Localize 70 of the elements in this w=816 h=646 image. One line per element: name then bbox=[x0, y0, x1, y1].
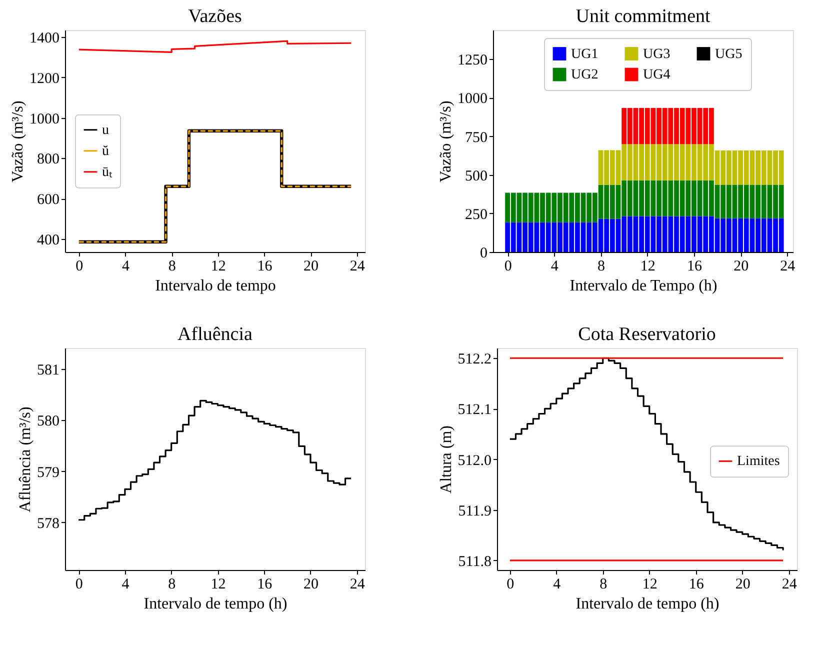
y-tick-label: 511.9 bbox=[458, 503, 492, 520]
x-tick-label: 0 bbox=[76, 258, 84, 274]
legend-label: Limites bbox=[737, 454, 780, 470]
chart-title: Cota Reservatorio bbox=[578, 324, 716, 345]
y-tick-label: 512.1 bbox=[458, 402, 492, 418]
x-axis-title: Intervalo de Tempo (h) bbox=[570, 278, 718, 294]
y-tick-label: 512.0 bbox=[458, 452, 492, 469]
y-tick-label: 580 bbox=[37, 414, 60, 430]
x-tick-label: 8 bbox=[598, 258, 606, 274]
y-tick-label: 579 bbox=[37, 464, 60, 481]
legend-label: UG3 bbox=[643, 46, 670, 62]
legend-label: UG5 bbox=[715, 46, 742, 62]
x-tick-label: 20 bbox=[304, 258, 319, 274]
x-axis-title: Intervalo de tempo bbox=[155, 278, 276, 294]
y-tick-label: 800 bbox=[37, 152, 60, 168]
y-tick-label: 400 bbox=[37, 232, 60, 248]
y-axis-title: Altura (m) bbox=[438, 426, 455, 494]
legend-label: UG4 bbox=[643, 68, 670, 82]
x-tick-label: 20 bbox=[735, 576, 750, 592]
x-tick-label: 12 bbox=[210, 258, 226, 274]
x-tick-label: 8 bbox=[168, 258, 176, 274]
chart-title: Unit commitment bbox=[576, 6, 711, 27]
chart-title: Vazões bbox=[188, 6, 242, 27]
x-tick-label: 24 bbox=[350, 258, 366, 274]
x-tick-label: 24 bbox=[782, 576, 798, 592]
y-tick-label: 581 bbox=[37, 362, 60, 378]
x-tick-label: 0 bbox=[506, 576, 514, 592]
x-tick-label: 0 bbox=[504, 258, 512, 274]
x-tick-label: 4 bbox=[122, 576, 130, 592]
x-axis-title: Intervalo de tempo (h) bbox=[144, 596, 288, 612]
x-tick-label: 12 bbox=[640, 258, 656, 274]
x-tick-label: 24 bbox=[350, 576, 366, 592]
x-tick-label: 8 bbox=[168, 576, 176, 592]
y-tick-label: 1400 bbox=[30, 30, 60, 47]
x-tick-label: 16 bbox=[686, 258, 702, 274]
x-tick-label: 16 bbox=[257, 576, 273, 592]
legend-label: ŭ bbox=[102, 144, 109, 159]
x-tick-label: 20 bbox=[303, 576, 318, 592]
x-tick-label: 8 bbox=[600, 576, 608, 592]
y-tick-label: 1250 bbox=[458, 52, 488, 69]
y-tick-label: 511.8 bbox=[458, 554, 492, 570]
chart-title: Afluência bbox=[178, 324, 254, 345]
y-tick-label: 578 bbox=[37, 516, 60, 532]
legend-label: ūₜ bbox=[102, 164, 113, 180]
x-tick-label: 4 bbox=[122, 258, 130, 274]
x-tick-label: 4 bbox=[553, 576, 562, 592]
y-tick-label: 1000 bbox=[458, 91, 488, 108]
legend-label: UG2 bbox=[571, 68, 598, 82]
y-tick-label: 512.2 bbox=[458, 352, 492, 368]
x-tick-label: 20 bbox=[734, 258, 749, 274]
x-tick-label: 24 bbox=[780, 258, 796, 274]
x-tick-label: 16 bbox=[688, 576, 704, 592]
y-tick-label: 0 bbox=[480, 246, 488, 262]
x-tick-label: 4 bbox=[550, 258, 559, 274]
y-axis-title: Vazão (m³/s) bbox=[438, 100, 454, 182]
y-tick-label: 600 bbox=[37, 192, 60, 208]
y-tick-label: 750 bbox=[465, 130, 488, 146]
y-tick-label: 1000 bbox=[30, 111, 60, 128]
y-tick-label: 250 bbox=[465, 206, 488, 223]
y-axis-title: Afluência (m³/s) bbox=[17, 406, 34, 512]
x-tick-label: 16 bbox=[257, 258, 273, 274]
y-axis-title: Vazão (m³/s) bbox=[10, 100, 26, 182]
y-tick-label: 500 bbox=[465, 168, 488, 184]
x-axis-title: Intervalo de tempo (h) bbox=[576, 596, 720, 612]
x-tick-label: 12 bbox=[642, 576, 658, 592]
legend-label: u bbox=[102, 122, 109, 138]
legend-label: UG1 bbox=[571, 46, 598, 62]
x-tick-label: 12 bbox=[210, 576, 226, 592]
y-tick-label: 1200 bbox=[30, 70, 60, 87]
x-tick-label: 0 bbox=[75, 576, 83, 592]
